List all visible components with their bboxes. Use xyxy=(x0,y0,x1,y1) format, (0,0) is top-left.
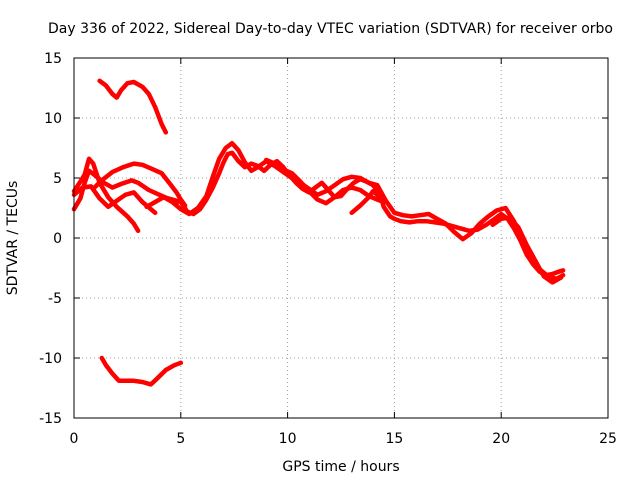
series-line-track-i xyxy=(263,157,386,206)
tick-layer: 0 5 10 15 20 25 -15 -10 -5 0 5 10 15 xyxy=(39,51,617,447)
x-tick-label: 25 xyxy=(599,431,617,447)
y-tick-label: -5 xyxy=(48,291,62,307)
y-tick-label: -10 xyxy=(39,351,62,367)
x-axis-label: GPS time / hours xyxy=(282,459,399,475)
x-tick-label: 0 xyxy=(70,431,79,447)
series-line-track-h xyxy=(161,140,566,282)
series-line-track-a xyxy=(97,78,169,135)
y-tick-label: 5 xyxy=(53,171,62,187)
chart-title: Day 336 of 2022, Sidereal Day-to-day VTE… xyxy=(48,21,613,37)
series-line-track-k xyxy=(490,215,564,285)
x-tick-label: 20 xyxy=(492,431,510,447)
y-axis-label: SDTVAR / TECUs xyxy=(5,181,21,296)
series-line-track-j xyxy=(349,188,386,216)
y-tick-label: 10 xyxy=(44,111,62,127)
x-tick-label: 15 xyxy=(385,431,403,447)
x-tick-label: 10 xyxy=(279,431,297,447)
series-line-track-e xyxy=(71,184,158,216)
y-tick-label: 15 xyxy=(44,51,62,67)
y-tick-label: -15 xyxy=(39,411,62,427)
y-tick-label: 0 xyxy=(53,231,62,247)
series-line-track-c xyxy=(71,168,179,212)
series-layer xyxy=(71,78,566,387)
x-tick-label: 5 xyxy=(176,431,185,447)
series-line-track-b xyxy=(99,355,184,387)
series-line-track-f xyxy=(90,161,188,208)
